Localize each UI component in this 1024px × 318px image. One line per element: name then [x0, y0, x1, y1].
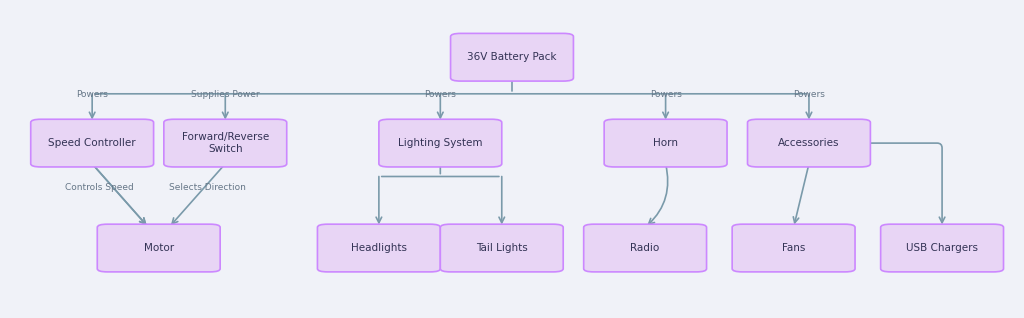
FancyBboxPatch shape — [604, 119, 727, 167]
FancyBboxPatch shape — [31, 119, 154, 167]
Text: Radio: Radio — [631, 243, 659, 253]
Text: 36V Battery Pack: 36V Battery Pack — [467, 52, 557, 62]
Text: Accessories: Accessories — [778, 138, 840, 148]
Text: Powers: Powers — [76, 90, 109, 99]
Text: Fans: Fans — [782, 243, 805, 253]
Text: Tail Lights: Tail Lights — [476, 243, 527, 253]
Text: Selects Direction: Selects Direction — [169, 183, 246, 192]
Text: Motor: Motor — [143, 243, 174, 253]
Text: USB Chargers: USB Chargers — [906, 243, 978, 253]
FancyBboxPatch shape — [881, 224, 1004, 272]
FancyBboxPatch shape — [748, 119, 870, 167]
FancyBboxPatch shape — [379, 119, 502, 167]
FancyBboxPatch shape — [732, 224, 855, 272]
FancyBboxPatch shape — [440, 224, 563, 272]
Text: Forward/Reverse
Switch: Forward/Reverse Switch — [181, 132, 269, 154]
Text: Powers: Powers — [649, 90, 682, 99]
Text: Horn: Horn — [653, 138, 678, 148]
Text: Controls Speed: Controls Speed — [66, 183, 134, 192]
FancyBboxPatch shape — [451, 33, 573, 81]
FancyBboxPatch shape — [164, 119, 287, 167]
FancyBboxPatch shape — [317, 224, 440, 272]
Text: Supplies Power: Supplies Power — [190, 90, 260, 99]
Text: Lighting System: Lighting System — [398, 138, 482, 148]
FancyBboxPatch shape — [97, 224, 220, 272]
Text: Powers: Powers — [793, 90, 825, 99]
Text: Headlights: Headlights — [351, 243, 407, 253]
FancyBboxPatch shape — [584, 224, 707, 272]
Text: Powers: Powers — [424, 90, 457, 99]
Text: Speed Controller: Speed Controller — [48, 138, 136, 148]
